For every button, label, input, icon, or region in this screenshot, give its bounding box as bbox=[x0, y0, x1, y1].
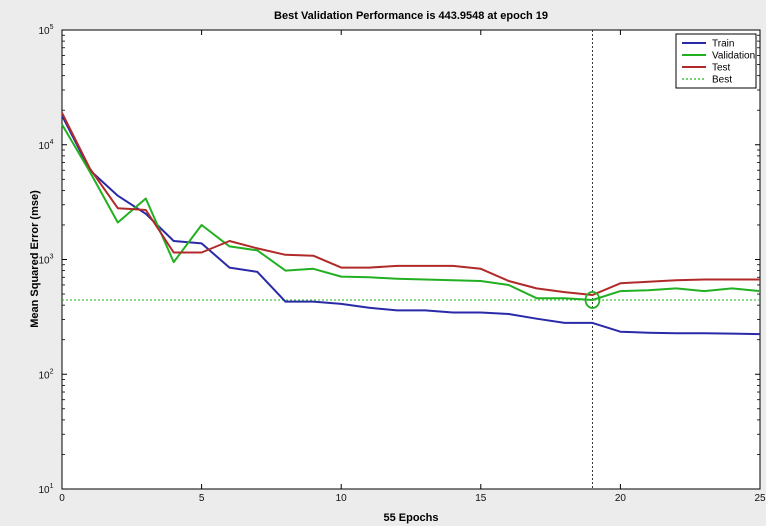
y-tick-exponent: 2 bbox=[50, 368, 54, 375]
x-axis-label: 55 Epochs bbox=[383, 512, 438, 524]
y-tick-exponent: 1 bbox=[50, 483, 54, 490]
y-tick-base: 10 bbox=[38, 370, 50, 381]
x-tick-label: 20 bbox=[615, 493, 627, 504]
best-point-marker bbox=[584, 291, 601, 309]
plot-area bbox=[61, 29, 761, 490]
y-tick-label: 103 bbox=[38, 254, 53, 267]
y-tick-base: 10 bbox=[38, 26, 50, 37]
y-tick-base: 10 bbox=[38, 256, 50, 267]
y-tick-label: 101 bbox=[38, 483, 53, 496]
chart-title: Best Validation Performance is 443.9548 … bbox=[274, 10, 548, 22]
legend-label-validation: Validation bbox=[712, 51, 755, 62]
legend-label-train: Train bbox=[712, 39, 734, 50]
legend-label-best: Best bbox=[712, 75, 732, 86]
x-tick-label: 10 bbox=[336, 493, 348, 504]
x-tick-label: 15 bbox=[475, 493, 487, 504]
y-tick-exponent: 5 bbox=[50, 24, 54, 31]
y-tick-label: 104 bbox=[38, 139, 53, 152]
x-tick-label: 25 bbox=[754, 493, 766, 504]
y-tick-base: 10 bbox=[38, 141, 50, 152]
series-line-validation bbox=[61, 123, 761, 301]
series-lines bbox=[61, 112, 761, 336]
y-tick-exponent: 4 bbox=[50, 139, 54, 146]
series-line-test bbox=[61, 112, 760, 296]
best-markers bbox=[62, 30, 760, 489]
y-tick-label: 105 bbox=[38, 24, 53, 37]
x-tick-label: 0 bbox=[59, 493, 65, 504]
x-tick-label: 5 bbox=[199, 493, 205, 504]
series-line-train bbox=[61, 115, 761, 336]
legend-label-test: Test bbox=[712, 63, 731, 74]
y-tick-base: 10 bbox=[38, 485, 50, 496]
y-tick-label: 102 bbox=[38, 368, 53, 381]
y-axis-label: Mean Squared Error (mse) bbox=[29, 190, 41, 328]
y-tick-exponent: 3 bbox=[50, 254, 54, 261]
